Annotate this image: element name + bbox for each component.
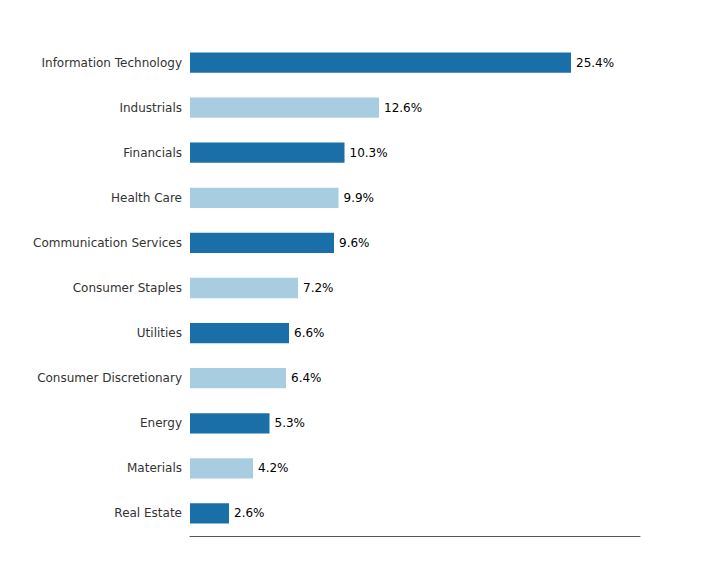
svg-text:Health Care: Health Care <box>111 191 182 205</box>
svg-text:7.2%: 7.2% <box>303 281 334 295</box>
svg-text:Information Technology: Information Technology <box>42 56 183 70</box>
svg-text:Materials: Materials <box>127 461 182 475</box>
svg-text:Real Estate: Real Estate <box>114 506 182 520</box>
svg-text:Consumer Discretionary: Consumer Discretionary <box>37 371 182 385</box>
svg-text:10.3%: 10.3% <box>350 146 388 160</box>
svg-text:6.6%: 6.6% <box>294 326 325 340</box>
svg-text:25.4%: 25.4% <box>576 56 614 70</box>
svg-text:4.2%: 4.2% <box>258 461 289 475</box>
svg-text:12.6%: 12.6% <box>384 101 422 115</box>
svg-text:9.9%: 9.9% <box>344 191 375 205</box>
svg-text:5.3%: 5.3% <box>275 416 306 430</box>
svg-text:9.6%: 9.6% <box>339 236 370 250</box>
svg-text:Energy: Energy <box>140 416 182 430</box>
svg-text:Utilities: Utilities <box>137 326 182 340</box>
svg-text:6.4%: 6.4% <box>291 371 322 385</box>
svg-text:Communication Services: Communication Services <box>33 236 182 250</box>
svg-text:Consumer Staples: Consumer Staples <box>73 281 182 295</box>
svg-text:2.6%: 2.6% <box>234 506 265 520</box>
svg-text:Industrials: Industrials <box>119 101 182 115</box>
svg-text:Financials: Financials <box>123 146 182 160</box>
